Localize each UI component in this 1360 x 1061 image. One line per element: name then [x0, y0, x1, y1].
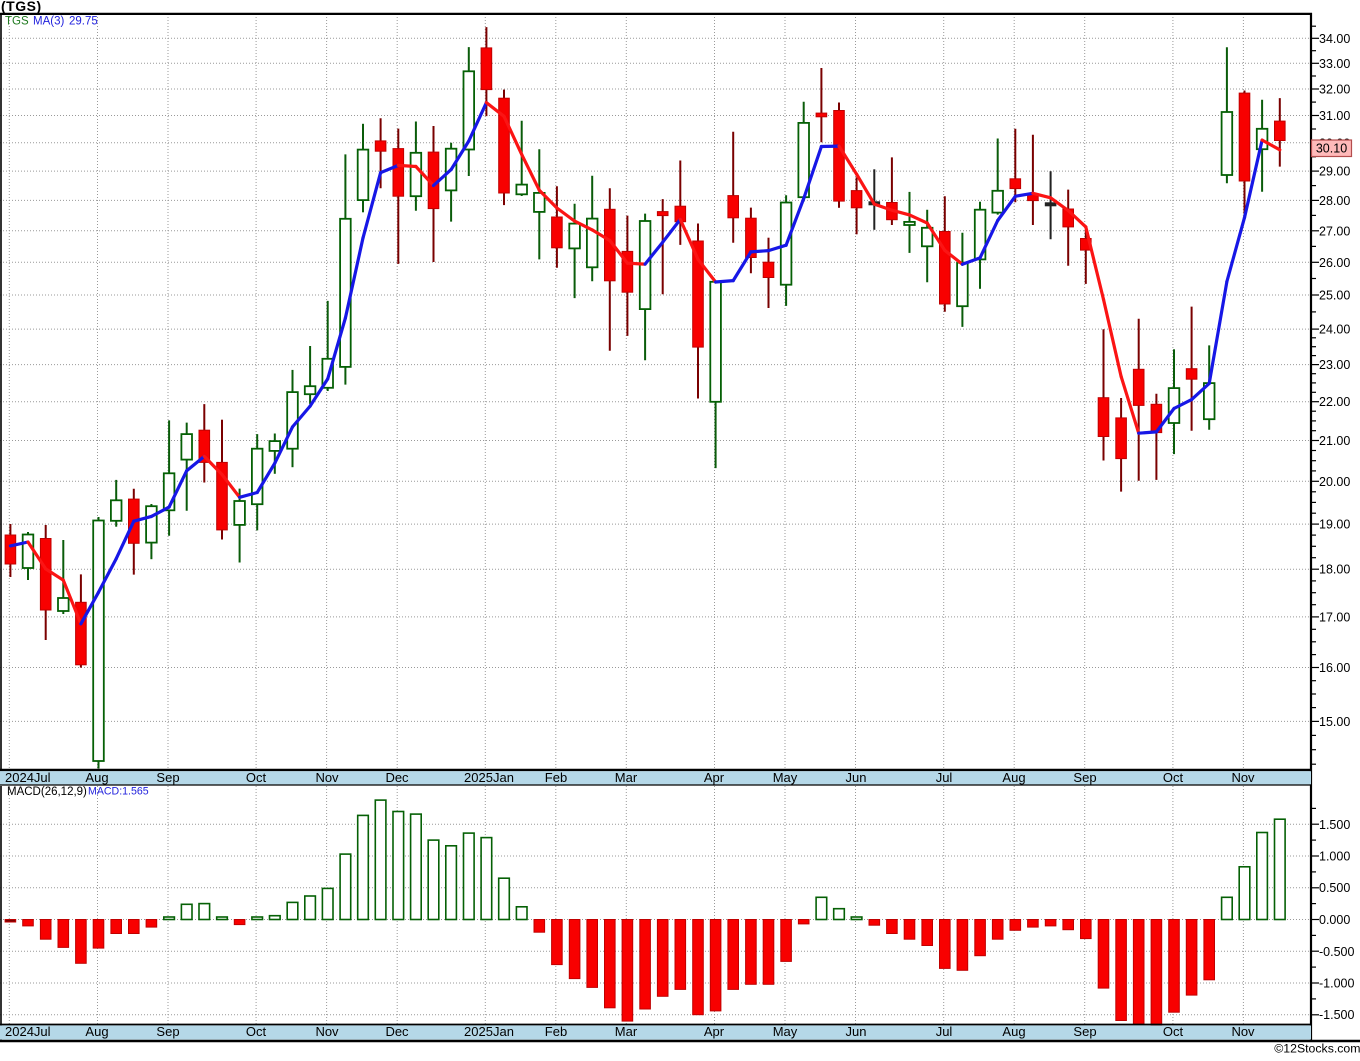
svg-text:Jun: Jun — [846, 770, 867, 785]
svg-text:(TGS): (TGS) — [1, 0, 42, 14]
svg-text:Mar: Mar — [615, 1024, 638, 1039]
svg-text:May: May — [773, 1024, 798, 1039]
svg-text:Sep: Sep — [1073, 1024, 1096, 1039]
svg-text:1.000: 1.000 — [1319, 850, 1350, 864]
svg-text:-0.500: -0.500 — [1319, 945, 1354, 959]
svg-text:Dec: Dec — [385, 770, 409, 785]
svg-text:May: May — [773, 770, 798, 785]
svg-text:Sep: Sep — [156, 770, 179, 785]
svg-text:18.00: 18.00 — [1319, 563, 1350, 577]
svg-text:Apr: Apr — [704, 1024, 725, 1039]
svg-text:27.00: 27.00 — [1319, 224, 1350, 238]
svg-text:Aug: Aug — [1002, 1024, 1025, 1039]
svg-text:MA(3): MA(3) — [33, 16, 64, 28]
svg-text:0.000: 0.000 — [1319, 913, 1350, 927]
svg-text:Sep: Sep — [1073, 770, 1096, 785]
svg-text:2024Jul: 2024Jul — [5, 770, 51, 785]
svg-text:Jul: Jul — [936, 770, 953, 785]
svg-text:Aug: Aug — [1002, 770, 1025, 785]
svg-text:15.00: 15.00 — [1319, 715, 1350, 729]
svg-text:MACD:1.565: MACD:1.565 — [88, 786, 149, 798]
svg-text:0.500: 0.500 — [1319, 881, 1350, 895]
svg-text:21.00: 21.00 — [1319, 434, 1350, 448]
svg-text:24.00: 24.00 — [1319, 323, 1350, 337]
svg-text:29.00: 29.00 — [1319, 165, 1350, 179]
svg-text:17.00: 17.00 — [1319, 610, 1350, 624]
svg-text:Aug: Aug — [85, 770, 108, 785]
svg-text:33.00: 33.00 — [1319, 57, 1350, 71]
svg-text:16.00: 16.00 — [1319, 661, 1350, 675]
svg-text:28.00: 28.00 — [1319, 194, 1350, 208]
svg-text:Mar: Mar — [615, 770, 638, 785]
svg-text:Nov: Nov — [1231, 770, 1255, 785]
svg-text:Oct: Oct — [246, 770, 267, 785]
svg-text:29.75: 29.75 — [69, 16, 98, 28]
svg-text:32.00: 32.00 — [1319, 83, 1350, 97]
svg-text:34.00: 34.00 — [1319, 32, 1350, 46]
svg-text:-1.000: -1.000 — [1319, 977, 1354, 991]
svg-text:2024Jul: 2024Jul — [5, 1024, 51, 1039]
svg-text:Jun: Jun — [846, 1024, 867, 1039]
svg-text:19.00: 19.00 — [1319, 518, 1350, 532]
svg-text:31.00: 31.00 — [1319, 109, 1350, 123]
svg-text:Feb: Feb — [545, 770, 567, 785]
svg-text:Nov: Nov — [315, 770, 339, 785]
svg-text:Oct: Oct — [1163, 770, 1184, 785]
svg-text:22.00: 22.00 — [1319, 395, 1350, 409]
svg-text:Oct: Oct — [1163, 1024, 1184, 1039]
svg-text:23.00: 23.00 — [1319, 358, 1350, 372]
svg-text:20.00: 20.00 — [1319, 475, 1350, 489]
svg-text:Nov: Nov — [1231, 1024, 1255, 1039]
svg-text:Jul: Jul — [936, 1024, 953, 1039]
svg-text:30.10: 30.10 — [1316, 142, 1347, 156]
svg-text:25.00: 25.00 — [1319, 289, 1350, 303]
svg-text:Nov: Nov — [315, 1024, 339, 1039]
svg-text:-1.500: -1.500 — [1319, 1008, 1354, 1022]
svg-text:Dec: Dec — [385, 1024, 409, 1039]
svg-text:26.00: 26.00 — [1319, 256, 1350, 270]
svg-text:2025Jan: 2025Jan — [464, 770, 514, 785]
svg-text:Oct: Oct — [246, 1024, 267, 1039]
svg-text:1.500: 1.500 — [1319, 818, 1350, 832]
svg-text:Apr: Apr — [704, 770, 725, 785]
svg-text:2025Jan: 2025Jan — [464, 1024, 514, 1039]
svg-text:Feb: Feb — [545, 1024, 567, 1039]
svg-text:©12Stocks.com: ©12Stocks.com — [1274, 1041, 1360, 1055]
svg-text:TGS: TGS — [5, 16, 29, 28]
svg-text:Aug: Aug — [85, 1024, 108, 1039]
svg-text:Sep: Sep — [156, 1024, 179, 1039]
svg-text:MACD(26,12,9): MACD(26,12,9) — [7, 786, 87, 798]
